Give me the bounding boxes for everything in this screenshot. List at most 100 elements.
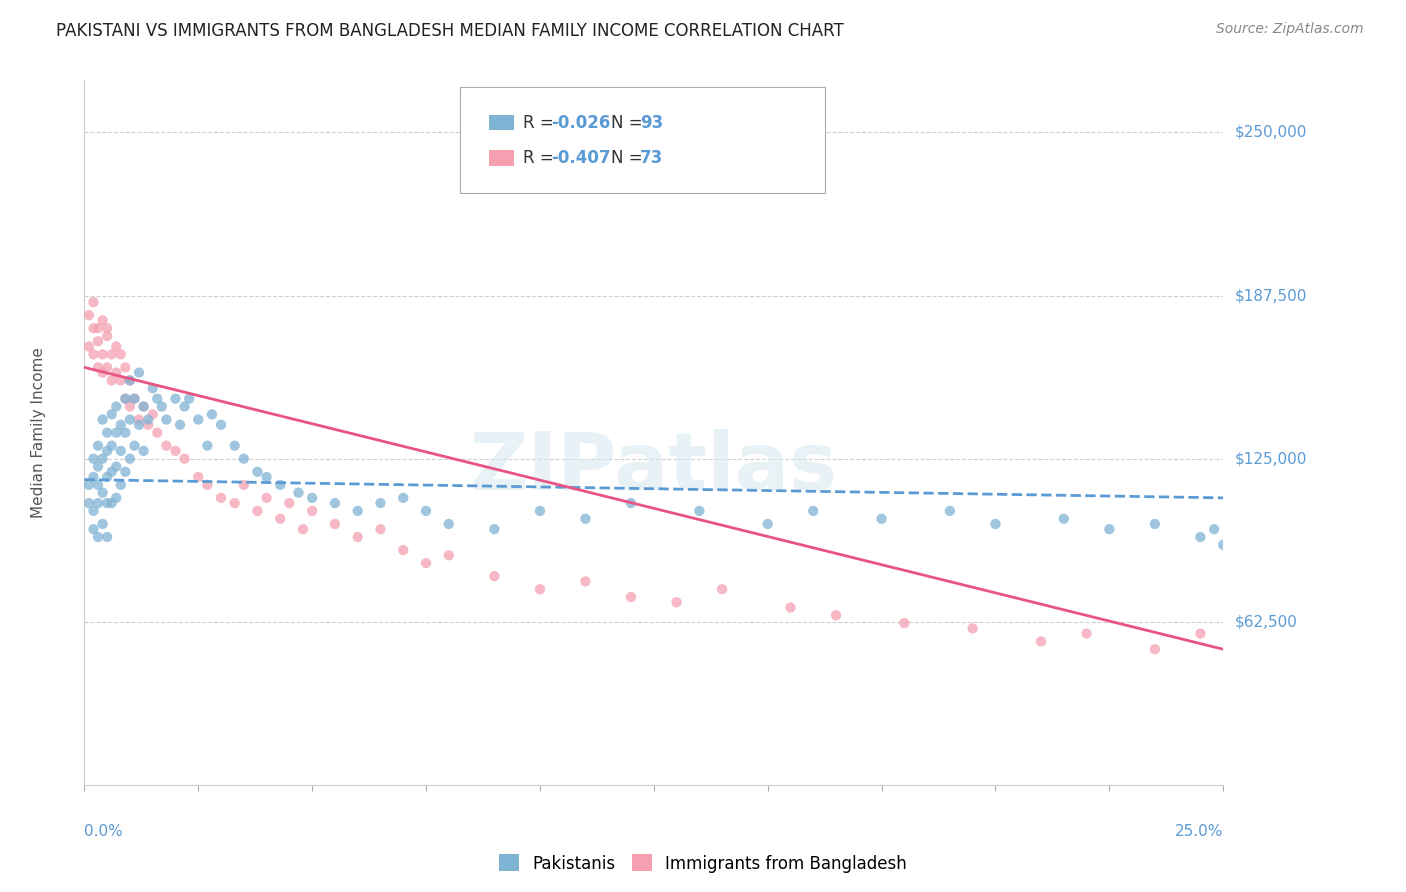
- Point: [1281, 653, 1303, 667]
- Point: [620, 590, 643, 604]
- Text: -0.026: -0.026: [551, 113, 610, 131]
- Point: [87, 439, 110, 453]
- Point: [110, 478, 132, 492]
- Point: [82, 451, 104, 466]
- Text: 25.0%: 25.0%: [1175, 824, 1223, 838]
- Point: [346, 504, 368, 518]
- Point: [1053, 512, 1076, 526]
- Point: [1220, 530, 1243, 544]
- Point: [110, 417, 132, 432]
- Point: [346, 530, 368, 544]
- Point: [96, 425, 118, 440]
- Point: [77, 308, 100, 322]
- Point: [87, 478, 110, 492]
- Point: [105, 425, 128, 440]
- Point: [91, 412, 114, 426]
- Point: [87, 496, 110, 510]
- Point: [195, 478, 218, 492]
- Point: [1257, 634, 1279, 648]
- Point: [114, 425, 136, 440]
- Point: [114, 392, 136, 406]
- Point: [1143, 642, 1166, 657]
- Point: [1076, 626, 1098, 640]
- Point: [1234, 549, 1257, 563]
- Point: [1029, 634, 1052, 648]
- Point: [82, 504, 104, 518]
- Point: [1143, 516, 1166, 531]
- Point: [1340, 660, 1362, 674]
- Point: [118, 373, 141, 387]
- Text: 93: 93: [640, 113, 664, 131]
- Point: [118, 373, 141, 387]
- Point: [269, 512, 291, 526]
- Point: [1326, 556, 1348, 570]
- Point: [100, 439, 122, 453]
- Point: [82, 522, 104, 536]
- Point: [437, 549, 460, 563]
- Text: 73: 73: [640, 149, 664, 167]
- Point: [96, 329, 118, 343]
- Point: [1189, 626, 1212, 640]
- Point: [278, 496, 301, 510]
- Point: [201, 408, 224, 422]
- Point: [1312, 653, 1334, 667]
- Point: [1249, 538, 1271, 552]
- Point: [155, 439, 177, 453]
- Point: [529, 504, 551, 518]
- Point: [96, 443, 118, 458]
- Point: [1234, 648, 1257, 662]
- Point: [118, 400, 141, 414]
- Point: [128, 417, 150, 432]
- Text: $62,500: $62,500: [1234, 615, 1298, 630]
- Point: [146, 392, 169, 406]
- Point: [711, 582, 734, 597]
- Point: [323, 496, 346, 510]
- Point: [323, 516, 346, 531]
- Point: [232, 478, 254, 492]
- Point: [415, 504, 437, 518]
- Point: [224, 496, 246, 510]
- Point: [142, 408, 165, 422]
- Point: [1303, 549, 1326, 563]
- Text: ZIPatlas: ZIPatlas: [470, 429, 838, 507]
- Point: [132, 443, 155, 458]
- Point: [87, 360, 110, 375]
- Point: [124, 392, 146, 406]
- Point: [574, 512, 596, 526]
- Point: [96, 470, 118, 484]
- Point: [114, 360, 136, 375]
- Point: [100, 408, 122, 422]
- Point: [100, 347, 122, 361]
- Point: [82, 470, 104, 484]
- Point: [1294, 660, 1316, 674]
- Point: [392, 543, 415, 558]
- Text: Median Family Income: Median Family Income: [31, 347, 46, 518]
- Text: -0.407: -0.407: [551, 149, 610, 167]
- Point: [1294, 564, 1316, 578]
- Point: [91, 516, 114, 531]
- Point: [96, 321, 118, 335]
- Point: [179, 392, 201, 406]
- Point: [1204, 522, 1226, 536]
- Point: [91, 366, 114, 380]
- Point: [415, 556, 437, 570]
- Point: [187, 412, 209, 426]
- Point: [165, 392, 187, 406]
- Point: [114, 465, 136, 479]
- Point: [187, 470, 209, 484]
- Point: [100, 496, 122, 510]
- Point: [1098, 522, 1121, 536]
- Point: [529, 582, 551, 597]
- Point: [939, 504, 962, 518]
- Legend: Pakistanis, Immigrants from Bangladesh: Pakistanis, Immigrants from Bangladesh: [492, 847, 914, 880]
- Point: [100, 465, 122, 479]
- Point: [209, 491, 232, 505]
- Point: [110, 347, 132, 361]
- Point: [825, 608, 848, 623]
- Point: [392, 491, 415, 505]
- Point: [574, 574, 596, 589]
- Point: [165, 443, 187, 458]
- Point: [96, 496, 118, 510]
- Point: [77, 478, 100, 492]
- Point: [195, 439, 218, 453]
